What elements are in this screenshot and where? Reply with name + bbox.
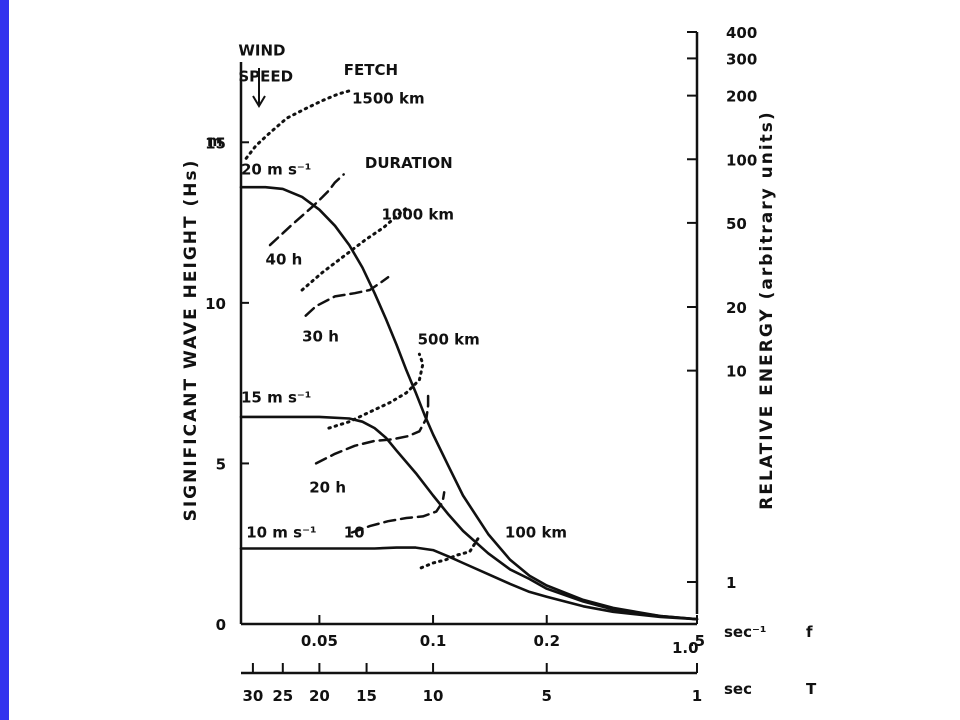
annotation-label: 100 km: [505, 523, 567, 541]
series-line: [239, 415, 699, 621]
period-tick-label: 20: [309, 687, 330, 705]
period-tick-label: 15: [356, 687, 377, 705]
series-line: [244, 89, 351, 160]
annotation-label: DURATION: [365, 154, 453, 172]
x-var-label: f: [806, 623, 813, 641]
right-tick-label: 300: [726, 50, 757, 68]
x-tick-label: 0.05: [301, 632, 338, 650]
annotation-label: 20 m s⁻¹: [241, 160, 311, 178]
annotation-label: 40 h: [266, 250, 303, 268]
x-tick-label: 0.1: [420, 632, 447, 650]
right-tick-label: 100: [726, 151, 757, 169]
y-tick-label: 10: [205, 295, 226, 313]
annotation-label: 1000 km: [381, 205, 454, 223]
series-line: [350, 491, 446, 534]
x-extra-label: 1.0: [672, 639, 699, 657]
series-line: [304, 275, 390, 317]
series-line: [300, 206, 408, 292]
right-tick-label: 1: [726, 574, 736, 592]
y-tick-label: 5: [216, 455, 226, 473]
wind-speed-arrow: [252, 68, 266, 108]
annotation-label: 20 h: [309, 478, 346, 496]
left-accent-bar: [0, 0, 9, 720]
x-tick-label: 0.2: [533, 632, 560, 650]
period-tick-label: 25: [272, 687, 293, 705]
series-line: [239, 546, 699, 621]
right-tick-label: 200: [726, 88, 757, 106]
series-line: [314, 394, 430, 465]
series-line: [419, 534, 482, 570]
series-line: [327, 352, 425, 430]
right-tick-label: 20: [726, 299, 747, 317]
x-unit-label: sec⁻¹: [724, 623, 766, 641]
annotation-label: WIND: [238, 42, 285, 60]
x-tick-label: .5: [689, 632, 705, 650]
ticks-group: 0 5 10 15 0.05 0.1 0.2 .5 30 25 20 15 10 5 1 400 300 200 1…: [205, 24, 757, 705]
axes-group: [239, 32, 699, 675]
period-tick-label: 5: [542, 687, 552, 705]
series-line: [239, 185, 699, 621]
series-line: [268, 173, 345, 247]
curves-group: [239, 89, 699, 621]
y-tick-label: 0: [216, 616, 226, 634]
annotation-label: 500 km: [418, 331, 480, 349]
period-var-label: T: [806, 680, 817, 698]
right-tick-label: 10: [726, 363, 747, 381]
right-tick-label: 400: [726, 24, 757, 42]
annotation-label: 10 m s⁻¹: [246, 523, 316, 541]
period-unit-label: sec: [724, 680, 752, 698]
right-axis-title: RELATIVE ENERGY (arbitrary units): [757, 110, 777, 509]
labels-group: WIND SPEED FETCH 1500 km 20 m s⁻¹ DURATION 40 …: [238, 42, 567, 542]
right-tick-label: 50: [726, 215, 747, 233]
period-tick-label: 30: [242, 687, 263, 705]
period-tick-label: 10: [423, 687, 444, 705]
annotation-label: FETCH: [344, 61, 398, 79]
y-unit-label: m: [207, 132, 223, 150]
y-axis-title: SIGNIFICANT WAVE HEIGHT (Hs): [181, 159, 201, 522]
annotation-label: 30 h: [302, 327, 339, 345]
period-tick-label: 1: [692, 687, 702, 705]
annotation-label: SPEED: [238, 67, 293, 85]
annotation-label: 15 m s⁻¹: [241, 388, 311, 406]
annotation-label: 10: [344, 523, 365, 541]
annotation-label: 1500 km: [352, 90, 425, 108]
y-tick-label: 15: [205, 134, 226, 152]
